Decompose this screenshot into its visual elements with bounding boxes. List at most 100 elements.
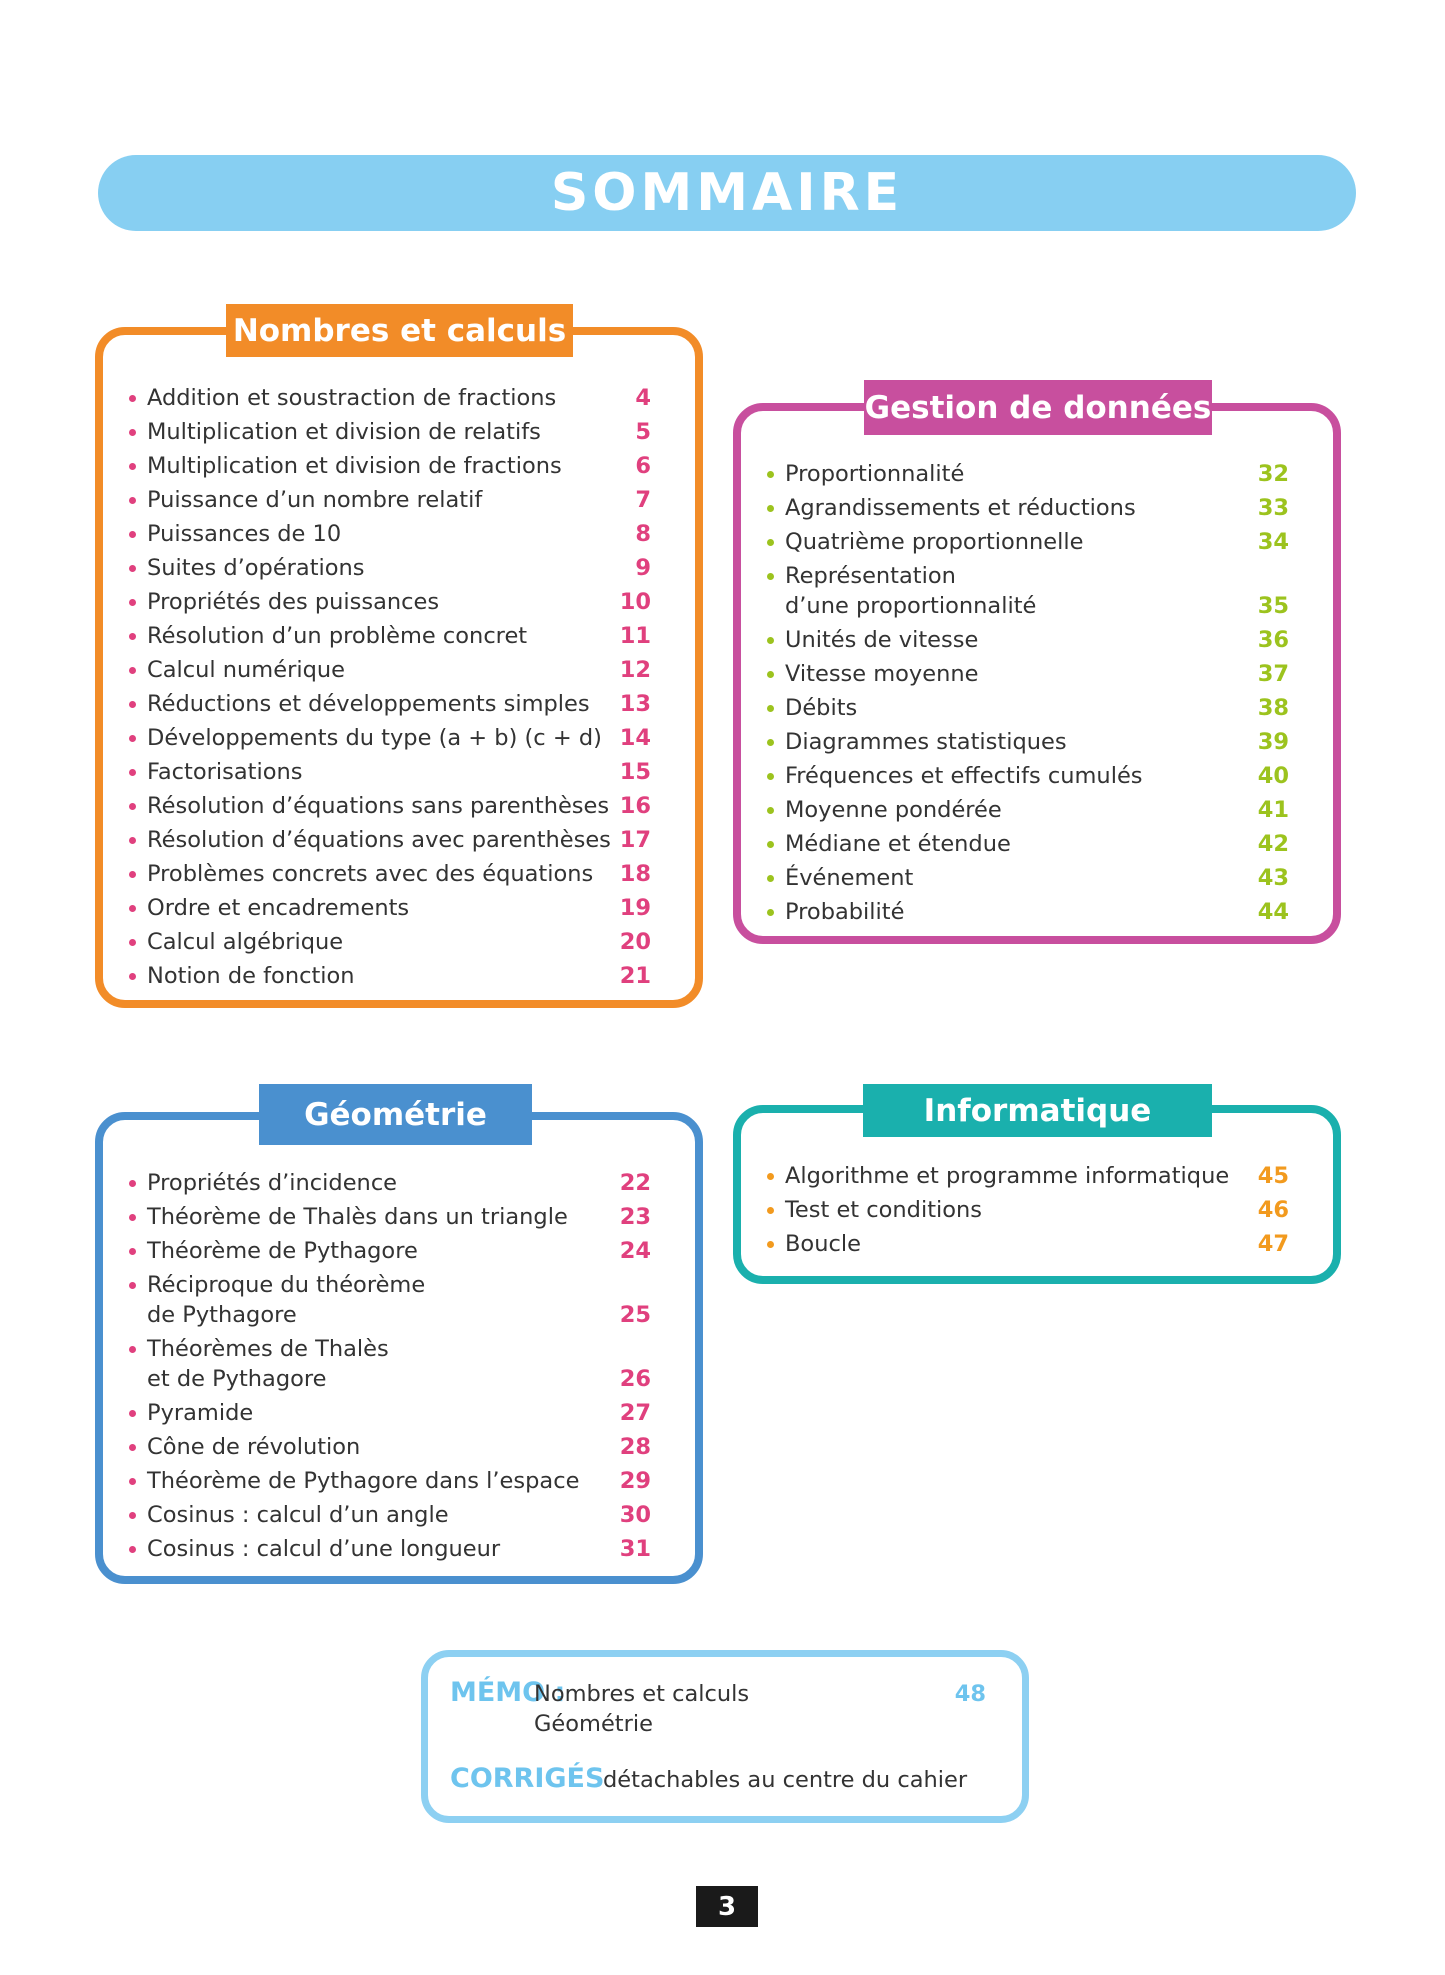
item-label: Cosinus : calcul d’une longueur [129,1534,500,1564]
item-label: Multiplication et division de fractions [129,451,562,481]
toc-item: Théorème de Pythagore dans l’espace 29 [129,1464,651,1498]
item-label: Réductions et développements simples [129,689,590,719]
item-page: 33 [1257,495,1289,521]
toc-item: Résolution d’un problème concret 11 [129,619,651,653]
item-page: 12 [619,657,651,683]
toc-item: Pyramide 27 [129,1396,651,1430]
toc-item: Factorisations 15 [129,755,651,789]
item-label: Propriétés des puissances [129,587,439,617]
toc-item: Résolution d’équations avec parenthèses 1… [129,823,651,857]
toc-item: Médiane et étendue 42 [767,827,1289,861]
item-label: Quatrième proportionnelle [767,527,1084,557]
item-page: 31 [619,1536,651,1562]
toc-item: Quatrième proportionnelle 34 [767,525,1289,559]
corriges-label: CORRIGÉS [450,1763,605,1794]
item-label: Factorisations [129,757,302,787]
section-title: Nombres et calculs [226,304,573,357]
memo-line: Géométrie [534,1711,653,1737]
toc-item: Notion de fonction 21 [129,959,651,993]
toc-item: Calcul algébrique 20 [129,925,651,959]
item-label: Agrandissements et réductions [767,493,1136,523]
item-page: 10 [619,589,651,615]
item-label: Réciproque du théorème de Pythagore [129,1270,425,1330]
item-label: Puissances de 10 [129,519,341,549]
item-label: Événement [767,863,913,893]
item-page: 47 [1257,1231,1289,1257]
toc-item: Développements du type (a + b) (c + d) 14 [129,721,651,755]
memo-box: MÉMO : Nombres et calculs Géométrie 48 C… [421,1650,1029,1823]
toc-item: Théorème de Pythagore 24 [129,1234,651,1268]
item-label: Théorème de Thalès dans un triangle [129,1202,568,1232]
item-page: 9 [635,555,651,581]
item-label: Fréquences et effectifs cumulés [767,761,1143,791]
item-page: 29 [619,1468,651,1494]
corriges-text: détachables au centre du cahier [603,1767,968,1793]
item-label: Diagrammes statistiques [767,727,1067,757]
item-page: 30 [619,1502,651,1528]
item-page: 13 [619,691,651,717]
item-page: 14 [619,725,651,751]
toc-item: Probabilité 44 [767,895,1289,929]
section-box: Propriétés d’incidence 22 Théorème de Thal… [95,1112,703,1584]
item-label: Résolution d’équations sans parenthèses [129,791,609,821]
memo-label: MÉMO : [450,1677,566,1708]
toc-item: Réciproque du théorème de Pythagore 25 [129,1268,651,1332]
section-box: Addition et soustraction de fractions 4 Mu… [95,327,703,1008]
memo-page: 48 [954,1681,986,1707]
item-page: 41 [1257,797,1289,823]
item-label: Proportionnalité [767,459,964,489]
item-label: Puissance d’un nombre relatif [129,485,482,515]
item-label: Pyramide [129,1398,253,1428]
item-page: 39 [1257,729,1289,755]
item-label: Boucle [767,1229,861,1259]
item-label: Débits [767,693,857,723]
item-page: 45 [1257,1163,1289,1189]
item-label: Médiane et étendue [767,829,1011,859]
item-label: Calcul numérique [129,655,345,685]
item-page: 5 [635,419,651,445]
toc-item: Algorithme et programme informatique 45 [767,1159,1289,1193]
item-page: 34 [1257,529,1289,555]
toc-item: Débits 38 [767,691,1289,725]
item-label: Probabilité [767,897,904,927]
item-page: 7 [635,487,651,513]
item-label: Cône de révolution [129,1432,360,1462]
toc-item: Puissance d’un nombre relatif 7 [129,483,651,517]
item-page: 27 [619,1400,651,1426]
item-label: Notion de fonction [129,961,355,991]
item-label: Développements du type (a + b) (c + d) [129,723,602,753]
item-label: Suites d’opérations [129,553,365,583]
toc-item: Cône de révolution 28 [129,1430,651,1464]
item-page: 23 [619,1204,651,1230]
item-page: 25 [619,1302,651,1328]
toc-item: Moyenne pondérée 41 [767,793,1289,827]
item-label: Théorème de Pythagore dans l’espace [129,1466,579,1496]
item-page: 42 [1257,831,1289,857]
item-label: Propriétés d’incidence [129,1168,397,1198]
item-page: 4 [635,385,651,411]
toc-item: Résolution d’équations sans parenthèses 1… [129,789,651,823]
item-page: 44 [1257,899,1289,925]
toc-item: Diagrammes statistiques 39 [767,725,1289,759]
item-page: 22 [619,1170,651,1196]
item-label: Ordre et encadrements [129,893,409,923]
item-page: 11 [619,623,651,649]
toc-item: Événement 43 [767,861,1289,895]
item-page: 20 [619,929,651,955]
toc-item: Calcul numérique 12 [129,653,651,687]
toc-item: Problèmes concrets avec des équations 18 [129,857,651,891]
toc-item: Fréquences et effectifs cumulés 40 [767,759,1289,793]
toc-item: Proportionnalité 32 [767,457,1289,491]
section-box: Proportionnalité 32 Agrandissements et réd… [733,403,1341,944]
item-page: 32 [1257,461,1289,487]
toc-item: Théorèmes de Thalès et de Pythagore 26 [129,1332,651,1396]
item-page: 19 [619,895,651,921]
item-page: 37 [1257,661,1289,687]
item-page: 16 [619,793,651,819]
toc-item: Propriétés des puissances 10 [129,585,651,619]
toc-item: Multiplication et division de relatifs 5 [129,415,651,449]
toc-item: Ordre et encadrements 19 [129,891,651,925]
toc-item: Vitesse moyenne 37 [767,657,1289,691]
toc-item: Suites d’opérations 9 [129,551,651,585]
